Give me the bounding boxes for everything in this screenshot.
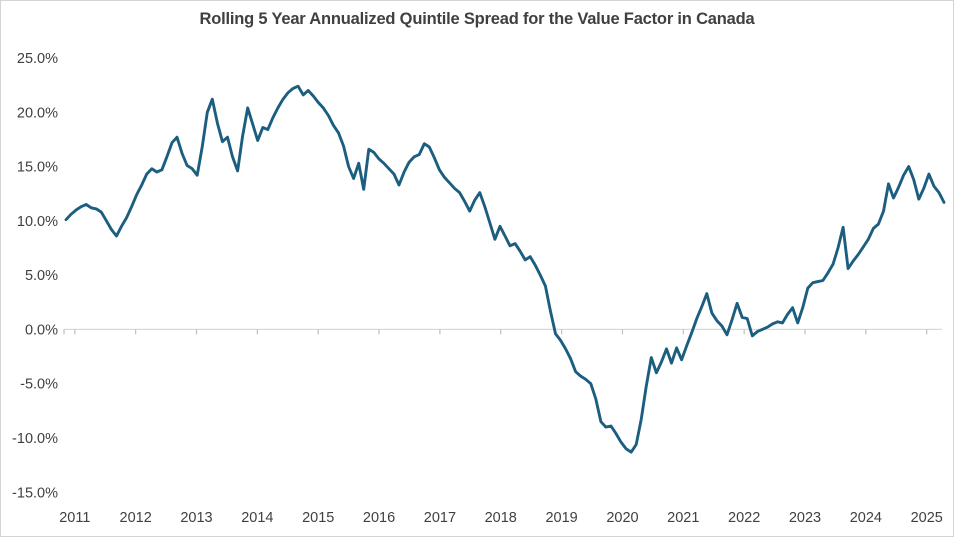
x-axis-label: 2025 (911, 510, 943, 526)
y-axis-label: -15.0% (12, 485, 58, 501)
x-axis-label: 2012 (120, 510, 152, 526)
y-axis-label: 10.0% (17, 214, 58, 230)
chart-title: Rolling 5 Year Annualized Quintile Sprea… (199, 10, 755, 28)
y-axis-label: 15.0% (17, 160, 58, 176)
y-axis-label: 0.0% (25, 322, 58, 338)
x-axis-label: 2019 (545, 510, 577, 526)
x-axis-label: 2024 (850, 510, 882, 526)
x-axis-label: 2016 (363, 510, 395, 526)
x-axis-label: 2023 (789, 510, 821, 526)
x-axis-label: 2020 (606, 510, 638, 526)
y-axis-label: -5.0% (20, 377, 58, 393)
x-axis-label: 2013 (180, 510, 212, 526)
x-axis-label: 2017 (424, 510, 456, 526)
x-axis-label: 2011 (59, 510, 90, 526)
x-axis-ticks (63, 329, 928, 335)
value-factor-spread-line (64, 84, 946, 454)
y-axis-label: -10.0% (12, 431, 58, 447)
x-axis-label: 2014 (241, 510, 273, 526)
y-axis-label: 25.0% (17, 51, 58, 67)
y-axis-label: 20.0% (17, 105, 58, 121)
x-axis-label: 2021 (667, 510, 699, 526)
x-axis-label: 2015 (302, 510, 334, 526)
x-axis-labels: 2011 2012 2013 2014 2015 2016 2017 2018 2019 2020… (59, 510, 943, 526)
x-axis-label: 2018 (485, 510, 517, 526)
y-axis-labels: 25.0% 20.0% 15.0% 10.0% 5.0% 0.0% -5.0% -10.0% -… (12, 51, 58, 501)
x-axis-label: 2022 (728, 510, 760, 526)
y-axis-label: 5.0% (25, 268, 58, 284)
